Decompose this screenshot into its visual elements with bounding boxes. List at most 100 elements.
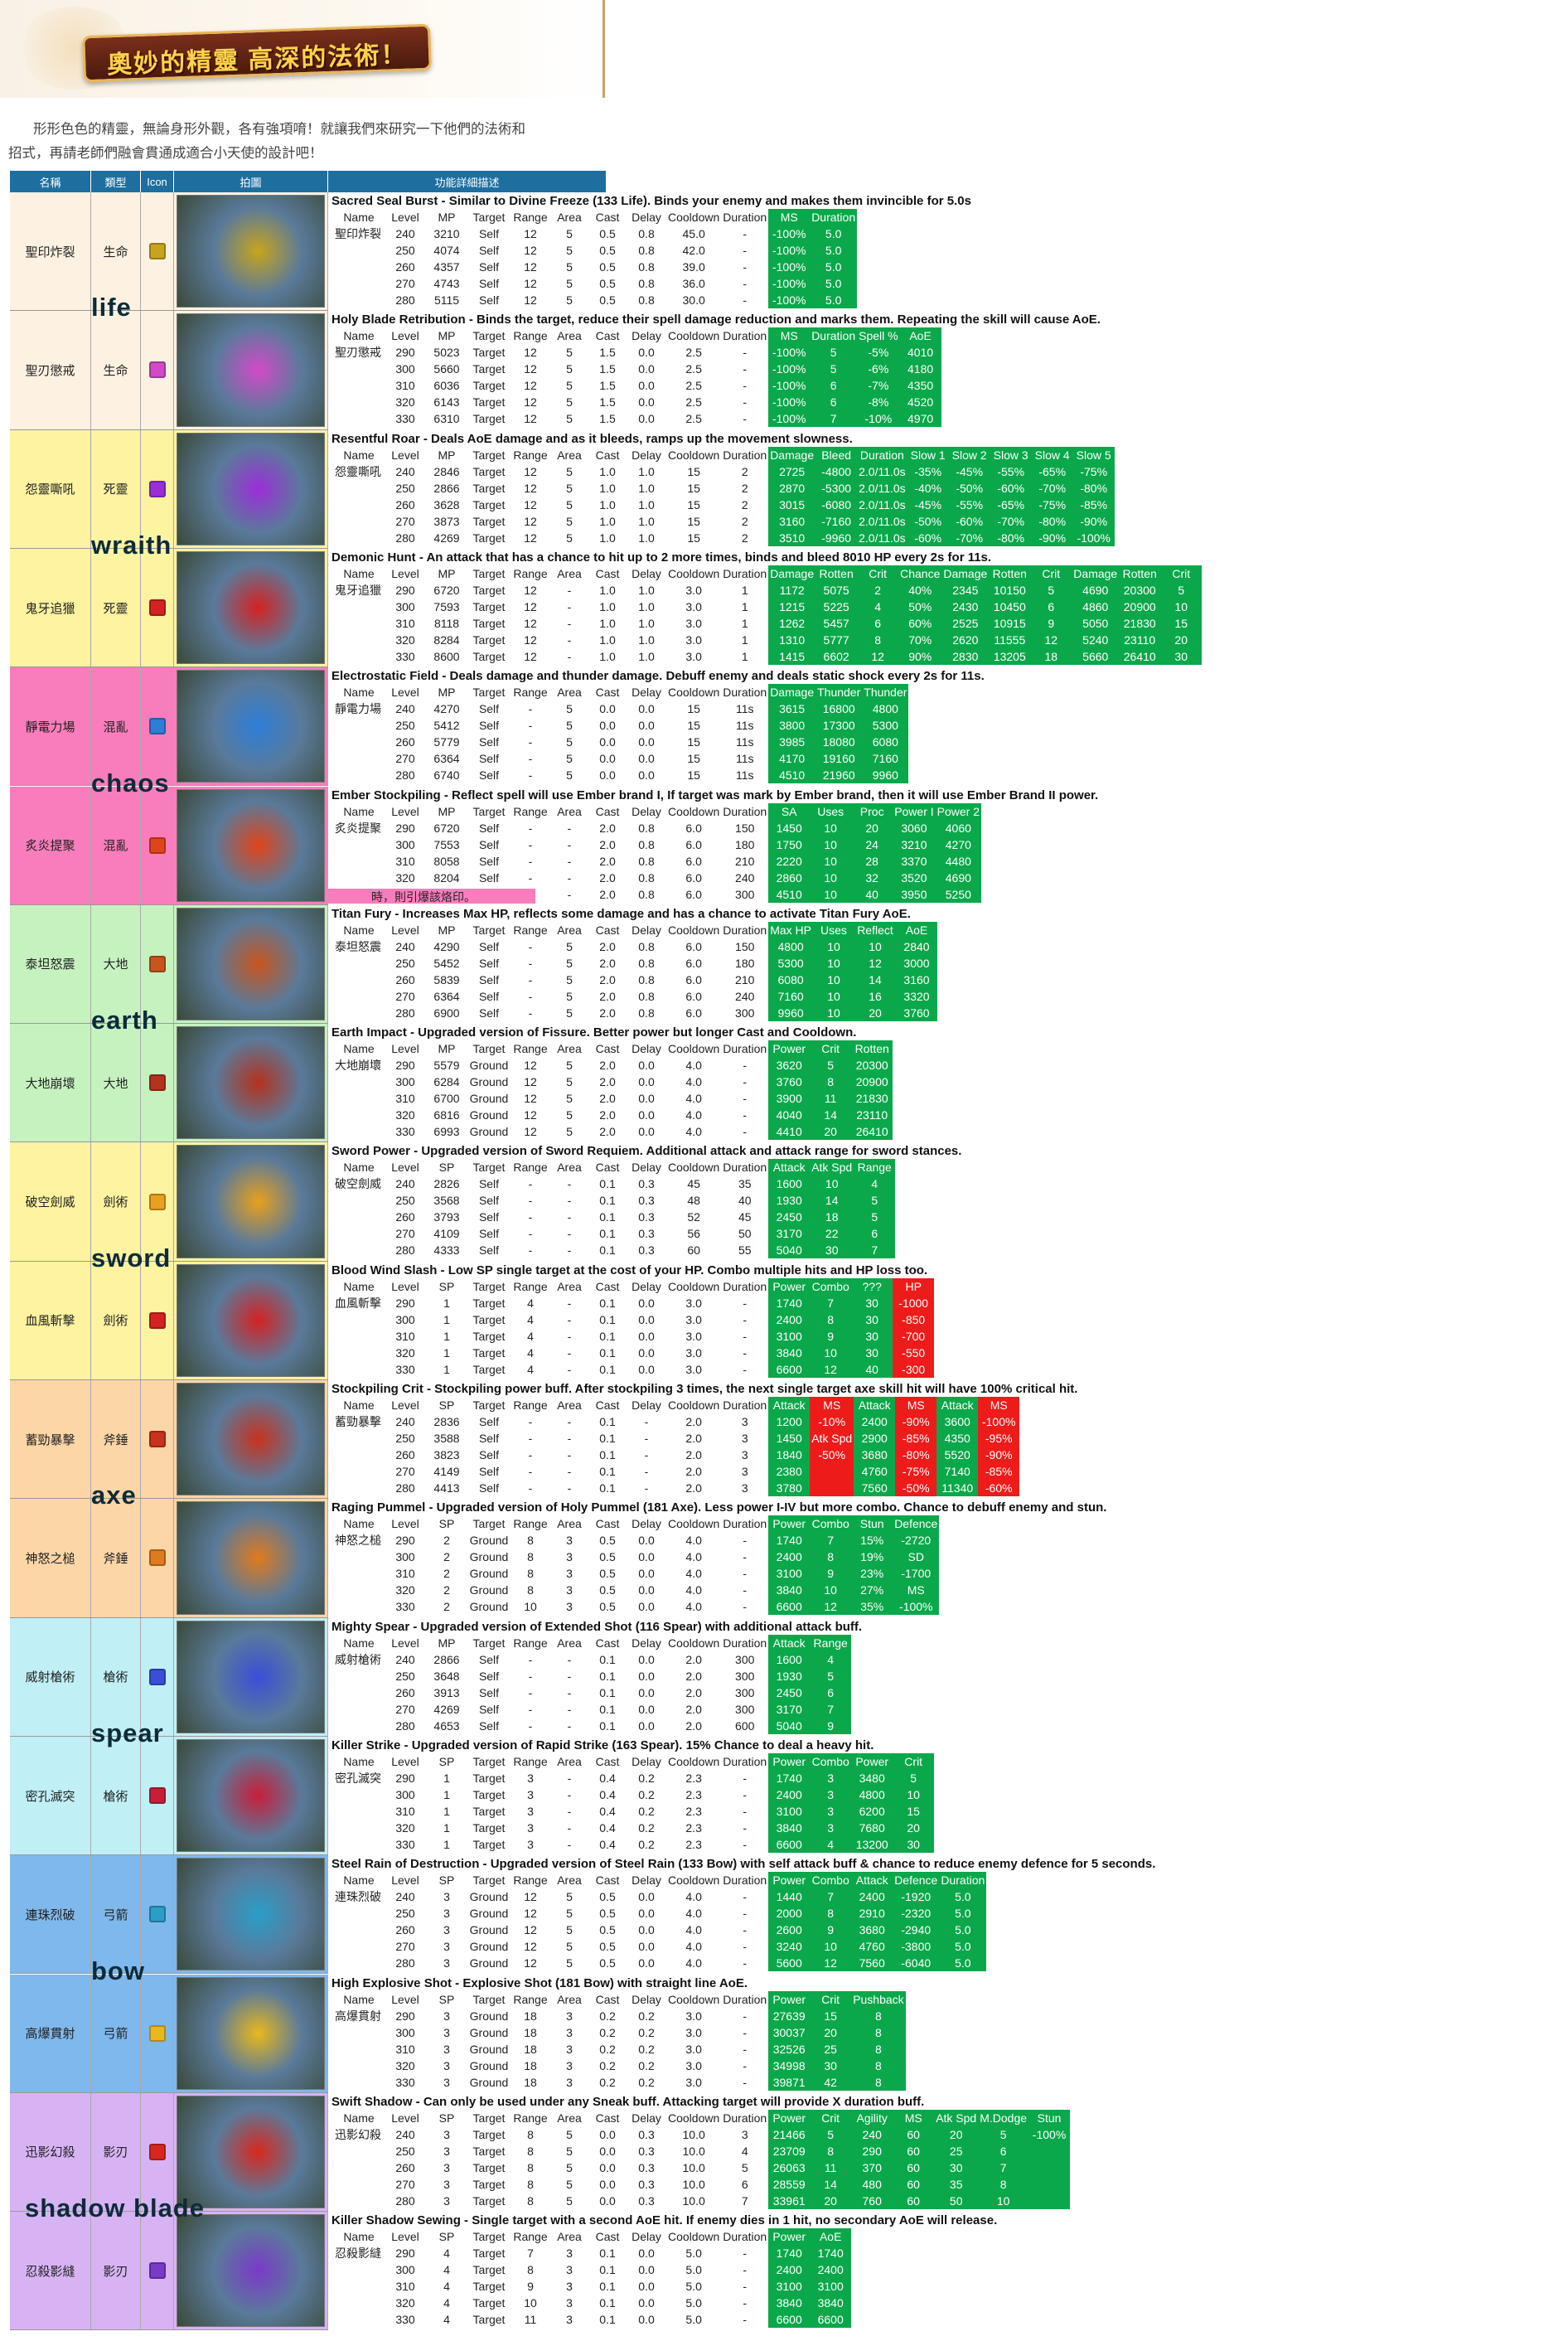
stat-cell: 12 <box>524 1923 537 1937</box>
stat-cell: 60 <box>893 2142 935 2159</box>
stat-cell: 1200 <box>768 1413 811 1430</box>
stat-cell: -45% <box>907 496 949 513</box>
skill-name: 神怒之槌 <box>10 1499 91 1617</box>
stat-cell: 2870 <box>768 479 816 497</box>
skill-icon-cell <box>141 667 174 786</box>
stat-cell <box>333 242 385 259</box>
stat-cell: 600 <box>735 1718 755 1733</box>
stat-header: Level <box>391 1754 419 1768</box>
stat-cell: 250 <box>395 1669 415 1683</box>
stat-cell: 2620 <box>941 631 990 648</box>
stat-cell: 210 <box>735 854 755 868</box>
stat-cell: 1 <box>443 1804 450 1818</box>
stat-header: Level <box>391 1279 419 1293</box>
stat-cell: 16800 <box>815 700 863 718</box>
skill-type: 弓箭 <box>91 1855 141 1974</box>
stat-cell: 480 <box>851 2175 893 2193</box>
stat-cell: -85% <box>1072 496 1115 513</box>
stat-row: 260 4357 Self 12 5 0.5 0.8 39.0- -100% 5.0 <box>333 259 858 275</box>
stat-row: 330 6310 Target 12 5 1.5 0.0 2.5- -100% 7 -10% 4970 <box>333 410 941 428</box>
stat-cell: 2.0 <box>599 1125 616 1139</box>
stat-cell: - <box>743 260 748 274</box>
stat-cell: -1700 <box>893 1565 940 1583</box>
skill-screenshot-cell <box>174 667 328 786</box>
stat-cell: 5225 <box>815 598 858 615</box>
stat-cell: Ground <box>469 2009 509 2023</box>
stat-cell: 2.0 <box>685 1481 702 1495</box>
stat-header: Cast <box>595 1042 620 1056</box>
stat-header: Slow 3 <box>990 446 1032 463</box>
skill-icon <box>148 1787 166 1805</box>
stat-cell: 2.0 <box>599 939 616 953</box>
stat-cell: Ground <box>469 1108 509 1122</box>
stat-cell <box>333 1447 385 1463</box>
stat-cell: 0.0 <box>599 768 616 783</box>
stat-header: Delay <box>632 1161 661 1175</box>
skill-row: 密孔滅突 槍術 <box>10 1736 328 1856</box>
skill-name: 聖印炸裂 <box>10 192 91 311</box>
stat-cell <box>333 2261 385 2278</box>
stat-cell: 30 <box>851 1344 893 1361</box>
skill-stats-table: Name Level SP Target Range Area Cast Delay Coold… <box>333 1515 940 1616</box>
stat-cell: 7 <box>741 2193 748 2208</box>
stat-cell: 6.0 <box>685 837 702 851</box>
stat-cell: Self <box>478 1194 500 1208</box>
stat-cell: 10 <box>810 852 852 870</box>
stat-cell: 6 <box>741 2177 748 2191</box>
stat-cell: 20 <box>810 2192 852 2209</box>
stat-cell: 4 <box>854 1175 896 1193</box>
stat-cell: 3 <box>443 2025 450 2039</box>
stat-cell: 6.0 <box>685 956 702 970</box>
stat-header: Delay <box>632 329 661 343</box>
stat-header: Spell % <box>857 327 900 345</box>
stat-header: Cast <box>595 211 620 224</box>
stat-cell: Ground <box>469 1956 509 1970</box>
stat-cell: 1 <box>741 633 748 647</box>
stat-cell: -60% <box>978 1480 1020 1496</box>
stat-cell: - <box>528 956 533 970</box>
stat-header: Name <box>343 2230 375 2244</box>
stat-cell: 0.2 <box>638 2009 655 2023</box>
stat-header: Level <box>391 686 419 700</box>
stat-cell <box>333 2193 385 2209</box>
stat-cell: 1172 <box>768 581 816 599</box>
skill-name: 大地崩壞 <box>10 1024 91 1142</box>
stat-cell: 290 <box>851 2142 893 2159</box>
stat-cell: - <box>528 1702 533 1716</box>
stat-cell: 5115 <box>433 293 460 307</box>
stat-header: Delay <box>632 2230 661 2244</box>
stat-cell: 2 <box>741 464 748 478</box>
stat-row: 310 2 Ground 8 3 0.5 0.0 4.0-3100 9 23% -1700 <box>333 1565 940 1583</box>
stat-cell: 3060 <box>893 819 936 836</box>
stat-cell: 1450 <box>768 1430 811 1447</box>
stat-header: Range <box>513 566 548 580</box>
stat-header: Name <box>343 923 375 937</box>
stat-cell: 3480 <box>851 1769 893 1786</box>
stat-cell: 240 <box>735 870 755 885</box>
stat-cell: 300 <box>395 362 415 376</box>
stat-cell: 0.5 <box>599 1534 616 1548</box>
stat-header: Power <box>768 1515 811 1533</box>
stat-cell: 1.0 <box>638 514 655 528</box>
stat-cell <box>333 394 385 410</box>
stat-cell: 3760 <box>895 1004 937 1021</box>
skill-stats-table: Name Level MP Target Range Area Cast Delay Coold… <box>333 921 937 1021</box>
stat-cell: 240 <box>395 939 415 953</box>
stat-cell: 1.0 <box>638 464 655 478</box>
stat-cell: 40 <box>851 885 893 903</box>
category-label: chaos <box>91 768 170 797</box>
stat-row: 310 8058 Self - -2.0 0.8 6.0 210 2220 10 28 3370 448… <box>333 852 982 870</box>
stat-row: 300 2 Ground 8 3 0.5 0.0 4.0-2400 8 19% SD <box>333 1549 940 1566</box>
stat-cell: Target <box>472 464 506 478</box>
stat-cell: 60 <box>687 1243 700 1258</box>
stat-header: Pushback <box>851 1990 906 2008</box>
stat-cell: 280 <box>395 531 415 545</box>
stat-header: SP <box>438 1517 455 1531</box>
stat-cell: 4350 <box>899 377 941 395</box>
stat-cell: 3 <box>443 1907 450 1921</box>
stat-cell: 0.0 <box>638 1329 655 1343</box>
stat-cell: 12 <box>524 583 537 597</box>
stat-row: 300 4 Target 8 3 0.1 0.0 5.0-2400 2400 <box>333 2261 852 2279</box>
stat-cell: 290 <box>395 2247 415 2261</box>
stat-cell: 280 <box>395 2193 415 2208</box>
